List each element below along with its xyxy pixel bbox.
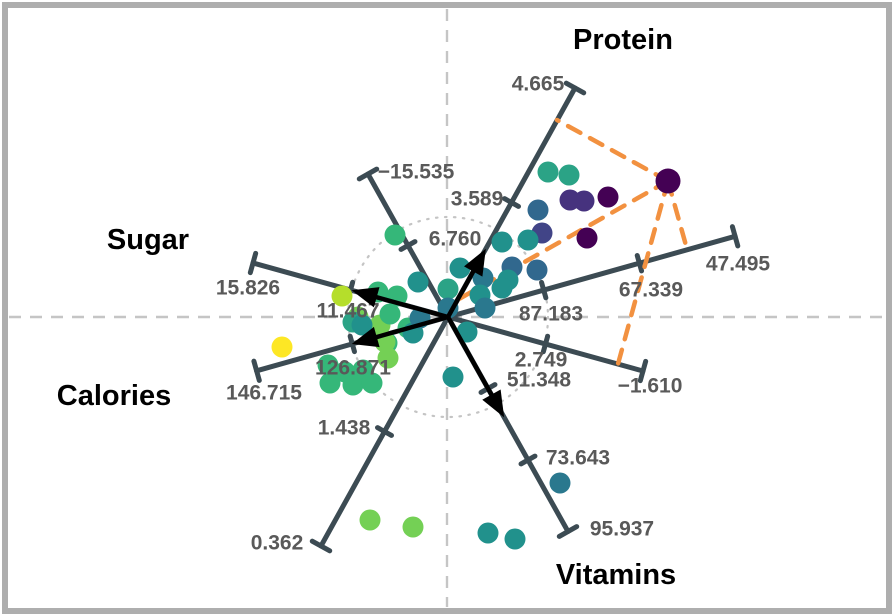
tick-label-calories: 47.495 xyxy=(706,253,771,276)
data-point[interactable] xyxy=(317,354,339,376)
data-point[interactable] xyxy=(359,509,381,531)
data-point[interactable] xyxy=(491,277,513,299)
axis-arrow-shaft-calories xyxy=(370,314,449,341)
axis-tick-calories xyxy=(634,252,645,274)
tick-label-sugar: 15.826 xyxy=(216,277,280,300)
axis-arrow-shaft-protein xyxy=(446,265,479,319)
tick-label-calories: 87.183 xyxy=(519,303,583,326)
data-point[interactable] xyxy=(491,231,513,253)
axis-tick-sugar xyxy=(540,333,551,355)
projection-line-protein xyxy=(554,117,671,184)
axis-tick-sugar xyxy=(247,250,259,276)
data-point[interactable] xyxy=(549,472,571,494)
axis-tick-vitamins xyxy=(556,524,580,539)
axis-tick-calories xyxy=(539,279,549,301)
unit-circle xyxy=(346,215,550,419)
axis-title-sugar: Sugar xyxy=(107,224,189,256)
data-point[interactable] xyxy=(361,372,383,394)
data-point[interactable] xyxy=(379,303,401,325)
axis-tick-calories xyxy=(251,358,262,383)
data-point[interactable] xyxy=(437,278,459,300)
data-point[interactable] xyxy=(474,297,496,319)
axis-tick-sugar xyxy=(637,358,649,384)
data-point[interactable] xyxy=(527,199,549,221)
axis-tick-protein xyxy=(309,538,333,554)
axis-arrow-head-vitamins xyxy=(482,389,505,418)
axis-arrow-shaft-vitamins xyxy=(446,315,497,402)
axis-tick-protein xyxy=(563,80,587,96)
tick-label-sugar: 2.749 xyxy=(515,349,568,372)
axis-arrow-head-protein xyxy=(464,248,486,277)
projection-line-sugar xyxy=(615,178,671,367)
axis-title-vitamins: Vitamins xyxy=(556,559,676,591)
tick-label-sugar: −1.610 xyxy=(618,375,683,398)
data-point[interactable] xyxy=(558,164,580,186)
tick-label-vitamins: −15.535 xyxy=(378,161,455,184)
tick-label-vitamins: 95.937 xyxy=(590,518,654,541)
axis-title-protein: Protein xyxy=(573,24,673,56)
tick-label-protein: 1.438 xyxy=(318,417,371,440)
tick-label-protein: 4.665 xyxy=(512,73,565,96)
axis-title-calories: Calories xyxy=(57,380,171,412)
axis-arrow-head-sugar xyxy=(351,287,380,308)
tick-label-vitamins: 73.643 xyxy=(546,447,610,470)
axis-tick-protein xyxy=(502,196,521,209)
tick-label-calories: 146.715 xyxy=(226,382,302,405)
data-point[interactable] xyxy=(526,259,548,281)
data-point[interactable] xyxy=(331,285,353,307)
data-point[interactable] xyxy=(351,314,373,336)
data-point[interactable] xyxy=(597,186,619,208)
data-point[interactable] xyxy=(517,229,539,251)
data-point[interactable] xyxy=(573,190,595,212)
axis-arrow-head-calories xyxy=(351,326,380,348)
data-point[interactable] xyxy=(407,271,429,293)
axis-arrow-shaft-sugar xyxy=(370,293,449,320)
axis-line-calories xyxy=(254,233,738,374)
data-point[interactable] xyxy=(384,224,406,246)
data-point[interactable] xyxy=(477,522,499,544)
tick-label-protein: 3.589 xyxy=(451,188,504,211)
tick-label-vitamins: 6.760 xyxy=(429,228,482,251)
tick-label-protein: 0.362 xyxy=(251,532,304,555)
data-point[interactable] xyxy=(342,374,364,396)
data-point[interactable] xyxy=(442,366,464,388)
data-point[interactable] xyxy=(576,227,598,249)
data-point[interactable] xyxy=(449,257,471,279)
tick-label-calories: 126.871 xyxy=(315,357,391,380)
data-point[interactable] xyxy=(537,161,559,183)
axis-tick-vitamins xyxy=(356,166,380,182)
data-point[interactable] xyxy=(402,516,424,538)
data-point[interactable] xyxy=(271,336,293,358)
axis-tick-protein xyxy=(375,425,394,438)
axis-tick-vitamins xyxy=(518,453,538,467)
data-point[interactable] xyxy=(504,528,526,550)
tick-label-vitamins: 51.348 xyxy=(507,369,572,392)
axis-tick-vitamins xyxy=(398,239,418,252)
data-point[interactable] xyxy=(377,347,399,369)
selected-data-point[interactable] xyxy=(655,168,681,194)
tick-label-sugar: 11.467 xyxy=(316,300,379,323)
data-point[interactable] xyxy=(319,372,341,394)
tick-label-calories: 67.339 xyxy=(619,279,683,302)
axis-tick-calories xyxy=(729,224,741,249)
